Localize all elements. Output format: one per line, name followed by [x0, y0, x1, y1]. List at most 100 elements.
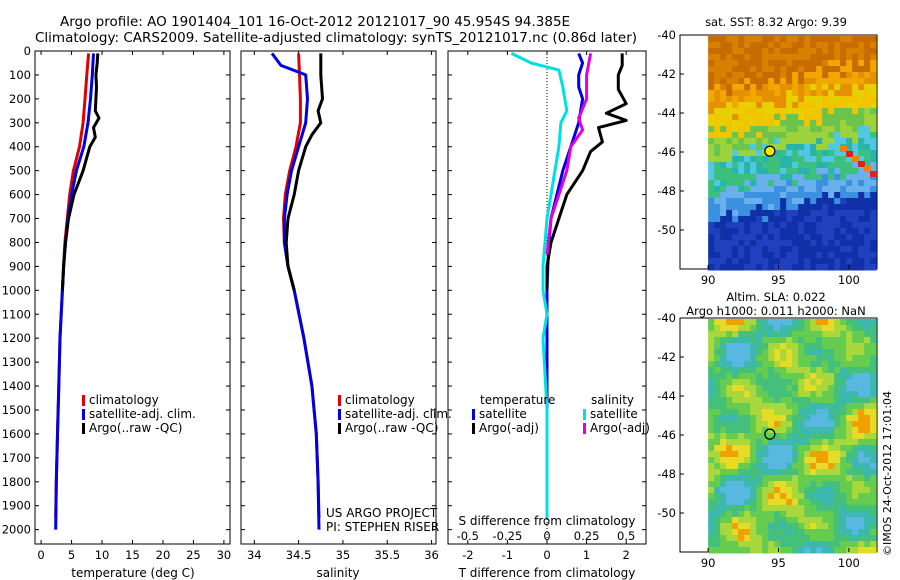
sst-cell	[708, 132, 715, 139]
sla-cell	[810, 547, 817, 554]
sst-cell	[726, 78, 733, 85]
sst-cell	[810, 96, 817, 103]
sla-cell	[792, 541, 799, 548]
sst-cell	[870, 72, 877, 79]
sst-cell	[738, 36, 745, 43]
sst-cell	[870, 216, 877, 223]
sst-cell	[864, 102, 871, 109]
sst-cell	[822, 216, 829, 223]
sla-cell	[822, 349, 829, 356]
sla-cell	[852, 433, 859, 440]
sla-cell	[792, 427, 799, 434]
sst-cell	[738, 72, 745, 79]
sla-cell	[792, 493, 799, 500]
sst-cell	[816, 132, 823, 139]
sla-cell	[762, 391, 769, 398]
sst-cell	[774, 228, 781, 235]
sla-cell	[708, 379, 715, 386]
sst-cell	[858, 108, 865, 115]
sst-cell	[816, 252, 823, 259]
sst-cell	[744, 90, 751, 97]
sla-cell	[870, 397, 877, 404]
series-line-argo	[545, 53, 628, 291]
sla-cell	[774, 517, 781, 524]
sst-cell	[852, 60, 859, 67]
sla-cell	[846, 439, 853, 446]
sst-cell	[756, 258, 763, 265]
sst-cell	[816, 216, 823, 223]
sst-cell	[822, 210, 829, 217]
sst-cell	[774, 222, 781, 229]
sst-cell	[750, 66, 757, 73]
sla-cell	[726, 373, 733, 380]
sla-cell	[858, 409, 865, 416]
sst-cell	[834, 126, 841, 133]
sla-cell	[798, 445, 805, 452]
sst-cell	[834, 174, 841, 181]
sst-cell	[810, 216, 817, 223]
sst-cell	[708, 120, 715, 127]
sla-cell	[756, 325, 763, 332]
sla-cell	[810, 445, 817, 452]
sla-cell	[744, 409, 751, 416]
sst-cell	[714, 264, 721, 271]
sla-cell	[858, 343, 865, 350]
sst-cell	[708, 126, 715, 133]
sla-cell	[798, 397, 805, 404]
depth-tick-label: 800	[9, 235, 31, 249]
sst-cell	[858, 120, 865, 127]
sla-cell	[858, 349, 865, 356]
sst-cell	[738, 60, 745, 67]
sla-cell	[744, 511, 751, 518]
sla-cell	[768, 349, 775, 356]
sla-cell	[870, 523, 877, 530]
sla-cell	[828, 415, 835, 422]
sla-cell	[792, 439, 799, 446]
sst-cell	[840, 168, 847, 175]
sla-cell	[852, 385, 859, 392]
sla-cell	[852, 403, 859, 410]
sla-cell	[780, 379, 787, 386]
sla-cell	[792, 433, 799, 440]
sla-cell	[846, 361, 853, 368]
sla-cell	[750, 415, 757, 422]
sla-cell	[828, 319, 835, 326]
sla-cell	[744, 439, 751, 446]
sla-cell	[738, 541, 745, 548]
sst-cell	[846, 216, 853, 223]
sst-cell	[828, 138, 835, 145]
sst-cell	[780, 138, 787, 145]
sst-cell	[834, 180, 841, 187]
sla-cell	[834, 361, 841, 368]
sla-cell	[846, 343, 853, 350]
sst-cell	[774, 108, 781, 115]
sst-cell	[762, 264, 769, 271]
sla-cell	[720, 547, 727, 554]
sst-cell	[810, 78, 817, 85]
sst-cell	[756, 162, 763, 169]
sst-cell	[768, 180, 775, 187]
sst-cell	[828, 252, 835, 259]
sla-cell	[798, 373, 805, 380]
sst-cell	[768, 216, 775, 223]
sla-cell	[834, 349, 841, 356]
sst-cell	[756, 78, 763, 85]
sla-cell	[840, 325, 847, 332]
sla-cell	[732, 529, 739, 536]
sla-cell	[816, 337, 823, 344]
sla-cell	[738, 403, 745, 410]
sla-cell	[858, 481, 865, 488]
sla-cell	[762, 403, 769, 410]
sst-cell	[870, 90, 877, 97]
sla-cell	[708, 367, 715, 374]
sla-cell	[822, 385, 829, 392]
sla-cell	[870, 535, 877, 542]
sla-cell	[810, 433, 817, 440]
lon-tick-label: 95	[771, 556, 786, 570]
sst-cell	[810, 234, 817, 241]
sst-cell	[792, 222, 799, 229]
sla-cell	[870, 361, 877, 368]
difference-panel: -2 -1 0 1 2-0.5 -0.25 0 0.25 0.5 T difference fr…	[447, 50, 650, 580]
sla-cell	[762, 475, 769, 482]
sst-cell	[852, 120, 859, 127]
